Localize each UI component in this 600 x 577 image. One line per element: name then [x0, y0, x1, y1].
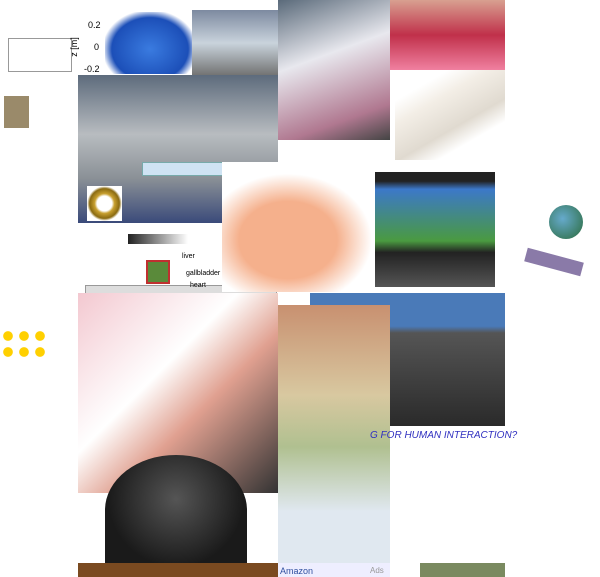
- bottom-thumb: [420, 563, 505, 577]
- lips-image: [390, 0, 505, 70]
- money-face-image: [278, 305, 390, 563]
- gradient-swatch: [128, 234, 188, 244]
- footer-bar: [278, 563, 390, 577]
- caption: G FOR HUMAN INTERACTION?: [370, 430, 518, 441]
- icon: [146, 260, 170, 284]
- hand-label: liver: [182, 253, 195, 260]
- hand-chart: [222, 162, 387, 292]
- plot-tick: 0: [94, 42, 100, 52]
- gold-ring: [87, 186, 122, 221]
- plot-axis-label: z [m]: [68, 37, 79, 57]
- ducks: [0, 328, 50, 358]
- hand-label: heart: [190, 282, 206, 289]
- plot-box: [8, 38, 72, 72]
- thumbnail: [4, 96, 29, 128]
- bottom-strip: [78, 563, 278, 577]
- figure-icon: [524, 247, 584, 277]
- footer-right: Ads: [370, 566, 384, 575]
- laptop-image: [375, 172, 495, 287]
- hazmat-image: [278, 0, 390, 140]
- wiki-ball: [105, 455, 247, 565]
- hand-label: gallbladder: [186, 270, 221, 277]
- plot-tick: 0.2: [88, 20, 101, 30]
- terrain-image: [105, 12, 195, 74]
- globe: [549, 205, 583, 239]
- cigarette-image: [395, 70, 505, 160]
- plot-tick: -0.2: [84, 64, 100, 74]
- footer-left: Amazon: [280, 566, 314, 576]
